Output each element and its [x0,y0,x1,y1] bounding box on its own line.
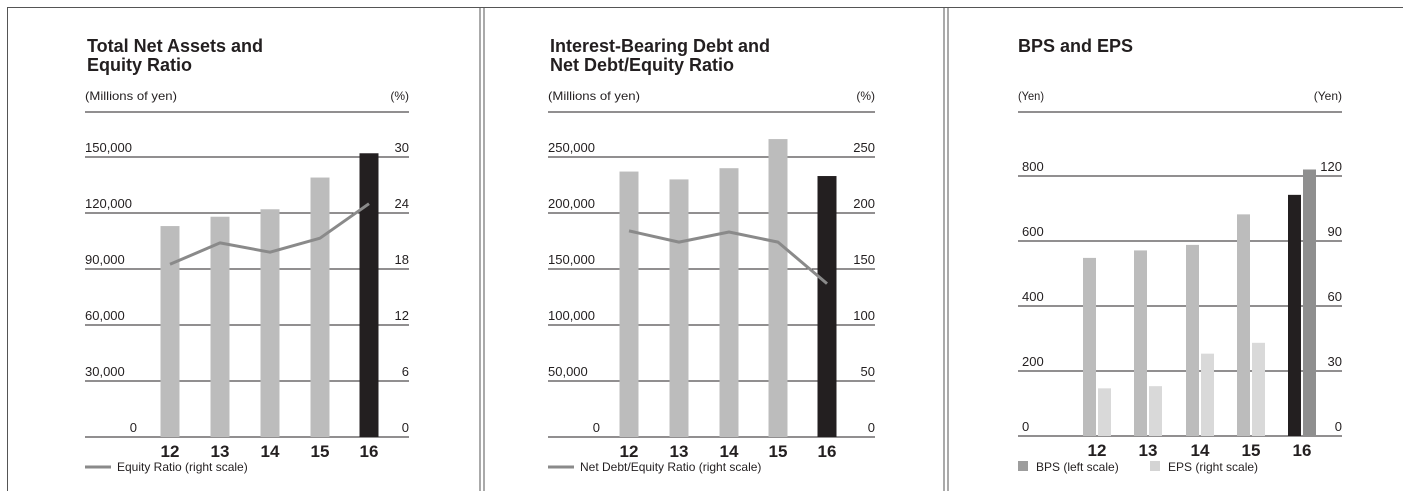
ratio-line [169,202,370,266]
left-tick-label: 600 [1022,224,1044,239]
bps-bar [1237,214,1250,436]
left-tick-label: 50,000 [548,364,588,379]
ratio-line [628,229,828,285]
legend-box-swatch [1018,461,1028,471]
left-tick-label: 60,000 [85,308,125,323]
legend-label: Equity Ratio (right scale) [117,460,248,474]
category-label: 13 [211,442,230,461]
category-label: 14 [720,442,739,461]
right-tick-label: 120 [1320,159,1342,174]
category-label: 12 [161,442,180,461]
legend-label: EPS (right scale) [1168,460,1258,474]
chart-title: Equity Ratio [87,55,192,75]
outer-border [7,7,1403,491]
left-axis-unit: (Millions of yen) [85,89,177,103]
right-tick-label: 60 [1328,289,1342,304]
category-label: 16 [818,442,837,461]
category-label: 12 [620,442,639,461]
chart-title: Net Debt/Equity Ratio [550,55,734,75]
left-tick-label: 0 [1022,419,1029,434]
right-tick-label: 0 [868,420,875,435]
chart-title: Total Net Assets and [87,36,263,56]
bar [359,153,379,437]
legend-label: BPS (left scale) [1036,460,1119,474]
left-tick-label: 120,000 [85,196,132,211]
bps-bar [1186,244,1199,436]
eps-bar [1098,388,1111,436]
bar [260,209,280,437]
right-tick-label: 100 [853,308,875,323]
chart-title: Interest-Bearing Debt and [550,36,770,56]
bar [619,171,639,437]
right-tick-label: 0 [1335,419,1342,434]
left-tick-label: 200 [1022,354,1044,369]
eps-bar [1149,386,1162,436]
bar [160,226,180,437]
left-tick-label: 200,000 [548,196,595,211]
right-tick-label: 150 [853,252,875,267]
right-tick-label: 18 [395,252,409,267]
left-tick-label: 90,000 [85,252,125,267]
left-tick-label: 150,000 [85,140,132,155]
category-label: 16 [360,442,379,461]
left-tick-label: 100,000 [548,308,595,323]
eps-bar [1201,353,1214,436]
bar [210,216,230,437]
category-label: 15 [311,442,330,461]
right-tick-label: 30 [1328,354,1342,369]
category-label: 12 [1088,441,1107,460]
bps-bar [1083,257,1096,436]
left-tick-label: 30,000 [85,364,125,379]
right-axis-unit: (Yen) [1314,89,1342,103]
left-tick-label: 250,000 [548,140,595,155]
right-tick-label: 30 [395,140,409,155]
category-label: 13 [1139,441,1158,460]
right-tick-label: 0 [402,420,409,435]
category-label: 14 [261,442,280,461]
category-label: 13 [670,442,689,461]
eps-bar [1252,342,1265,436]
left-tick-label: 400 [1022,289,1044,304]
category-label: 15 [769,442,788,461]
left-tick-label: 0 [593,420,600,435]
category-label: 14 [1191,441,1210,460]
left-tick-label: 0 [130,420,137,435]
right-tick-label: 12 [395,308,409,323]
right-axis-unit: (%) [856,89,875,103]
right-tick-label: 24 [395,196,409,211]
legend-label: Net Debt/Equity Ratio (right scale) [580,460,761,474]
category-label: 16 [1293,441,1312,460]
bar [669,179,689,437]
right-tick-label: 50 [861,364,875,379]
left-tick-label: 800 [1022,159,1044,174]
right-axis-unit: (%) [390,89,409,103]
bar [768,139,788,437]
chart-title: BPS and EPS [1018,36,1133,56]
bar [310,177,330,438]
left-axis-unit: (Yen) [1018,89,1044,103]
bar [817,176,837,438]
left-tick-label: 150,000 [548,252,595,267]
right-tick-label: 6 [402,364,409,379]
right-tick-label: 250 [853,140,875,155]
bar [719,168,739,437]
category-label: 15 [1242,441,1261,460]
left-axis-unit: (Millions of yen) [548,89,640,103]
right-tick-label: 90 [1328,224,1342,239]
bps-bar [1288,194,1301,436]
right-tick-label: 200 [853,196,875,211]
bps-bar [1134,250,1147,436]
legend-box-swatch [1150,461,1160,471]
eps-bar [1303,169,1316,436]
